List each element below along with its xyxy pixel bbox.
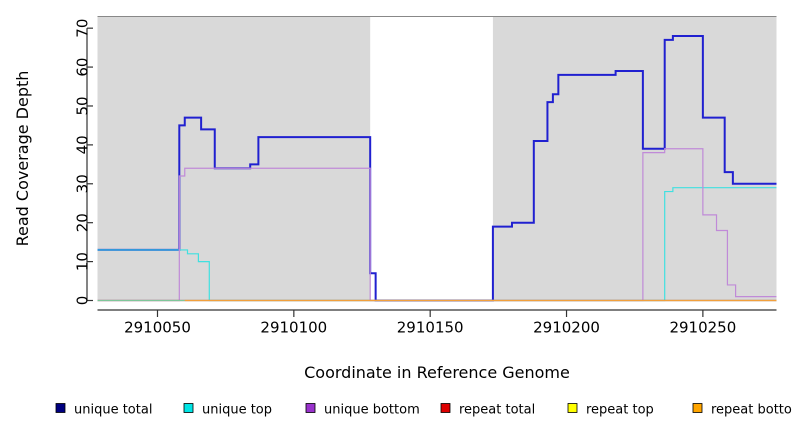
x-tick-label: 2910050: [124, 319, 191, 337]
y-tick-label: 70: [74, 19, 92, 38]
legend-item[interactable]: repeat top: [567, 403, 654, 418]
axes-group: 0 10 20 30 40 50 60 70 2910050 2910100 2910150 2910…: [13, 19, 777, 382]
legend-label-unique-total: unique total: [74, 403, 152, 418]
x-tick-label: 2910150: [397, 319, 464, 337]
legend-label-repeat-top: repeat top: [586, 403, 654, 418]
y-tick-label: 50: [74, 96, 92, 115]
gap-region: [370, 16, 493, 301]
series-line-unique-total: [97, 34, 777, 302]
legend-swatch-unique-bottom: [305, 403, 316, 413]
y-tick-label: 20: [74, 213, 92, 232]
series-line-unique-bottom: [97, 148, 777, 302]
y-axis-title: Read Coverage Depth: [13, 71, 32, 247]
x-tick-label: 2910250: [669, 319, 736, 337]
legend-swatch-unique-total: [55, 403, 66, 413]
legend-item[interactable]: repeat bottom: [692, 403, 792, 418]
legend-item[interactable]: unique bottom: [305, 403, 420, 418]
legend-item[interactable]: unique total: [55, 403, 152, 418]
legend-swatch-repeat-total: [440, 403, 451, 413]
legend-swatch-repeat-bottom: [692, 403, 703, 413]
y-tick-label: 40: [74, 135, 92, 154]
legend: unique total unique top unique bottom repea…: [55, 403, 792, 418]
y-tick-label: 0: [74, 296, 92, 306]
x-axis-title: Coordinate in Reference Genome: [304, 363, 570, 382]
x-tick-label: 2910100: [260, 319, 327, 337]
y-tick-label: 30: [74, 174, 92, 193]
legend-label-repeat-total: repeat total: [459, 403, 535, 418]
x-tick-label: 2910200: [533, 319, 600, 337]
legend-swatch-unique-top: [183, 403, 194, 413]
y-tick-label: 60: [74, 58, 92, 77]
legend-label-repeat-bottom: repeat bottom: [711, 403, 792, 418]
legend-swatch-repeat-top: [567, 403, 578, 413]
legend-label-unique-bottom: unique bottom: [324, 403, 420, 418]
legend-item[interactable]: repeat total: [440, 403, 535, 418]
series-line-unique-top: [97, 187, 777, 302]
legend-item[interactable]: unique top: [183, 403, 272, 418]
legend-label-unique-top: unique top: [202, 403, 272, 418]
series-group: [97, 34, 777, 302]
y-tick-label: 10: [74, 252, 92, 271]
